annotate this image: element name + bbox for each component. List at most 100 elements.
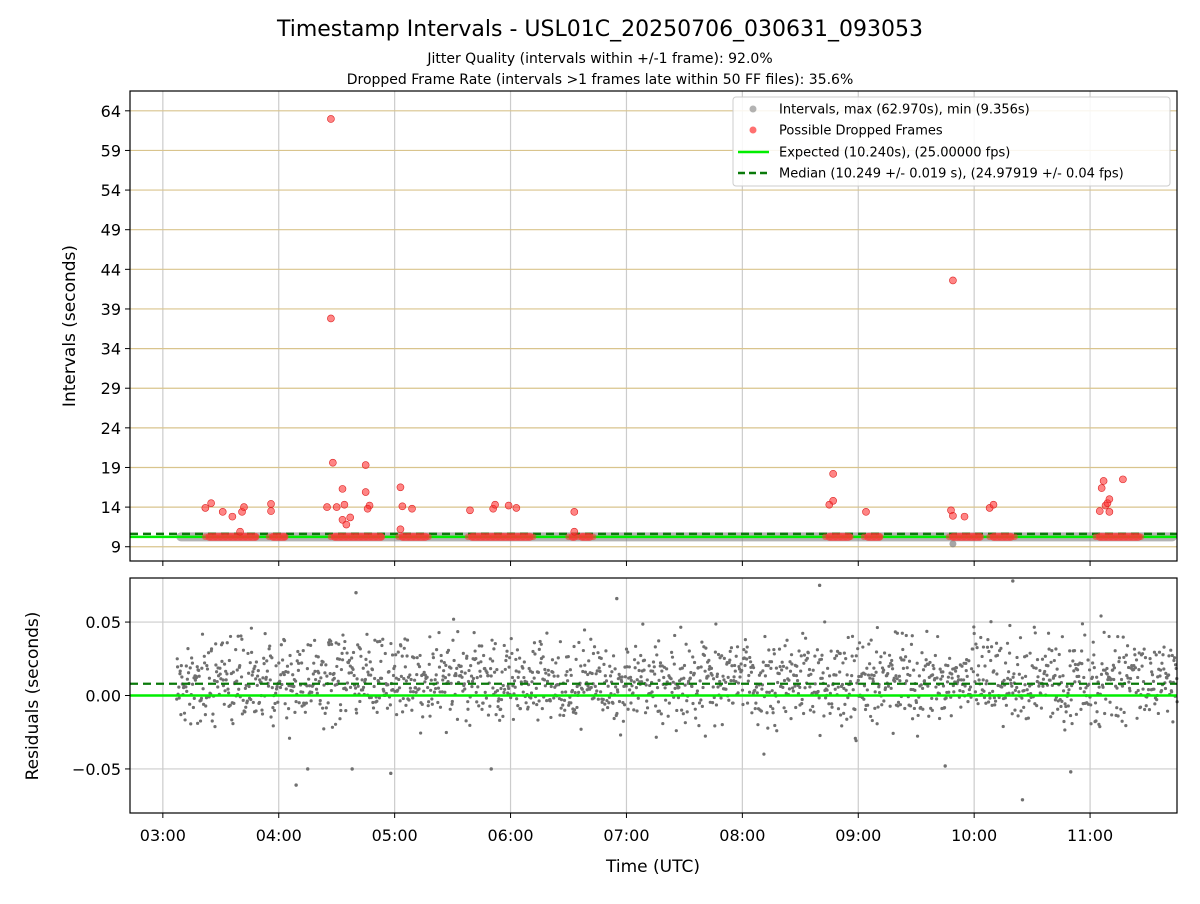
residual-point <box>545 699 549 703</box>
residual-point <box>850 634 855 638</box>
residual-point <box>1167 654 1171 658</box>
residual-point <box>1094 719 1098 723</box>
residual-point <box>202 654 206 658</box>
residual-point <box>456 629 460 634</box>
residual-point <box>745 701 750 705</box>
residual-point <box>610 670 614 674</box>
residual-point <box>518 656 522 660</box>
residual-point <box>780 668 784 672</box>
residual-point <box>579 664 583 668</box>
residual-point <box>713 650 717 654</box>
residual-point <box>1120 684 1125 688</box>
dropped-frame-point <box>514 533 522 541</box>
residual-point <box>766 664 770 668</box>
residual-point <box>1007 670 1011 674</box>
residual-point <box>1157 650 1162 654</box>
residual-point <box>566 655 570 659</box>
residual-point <box>1053 698 1058 702</box>
residual-point <box>600 700 604 704</box>
residual-point <box>877 690 882 695</box>
residual-point <box>1069 698 1073 702</box>
residual-point <box>630 684 634 688</box>
dropped-frame-point <box>970 533 978 541</box>
residual-point <box>570 688 575 693</box>
residual-point <box>1105 672 1109 676</box>
residual-point <box>607 701 611 705</box>
residual-point <box>1070 721 1074 726</box>
residual-point <box>581 648 585 653</box>
residual-point <box>989 645 994 649</box>
dropped-frame-point <box>222 533 229 541</box>
residual-point <box>423 680 427 684</box>
dropped-frame-outlier <box>989 500 998 509</box>
dropped-frame-point <box>524 533 532 541</box>
residual-point <box>856 647 860 651</box>
dropped-frame-point <box>1097 533 1105 541</box>
residual-point <box>414 690 418 694</box>
residual-point <box>433 678 437 682</box>
residual-point <box>679 677 683 681</box>
residual-point <box>1052 658 1056 663</box>
residual-point <box>767 690 771 694</box>
residual-point <box>770 689 774 693</box>
dropped-frame-point <box>270 533 278 541</box>
residual-point <box>891 731 895 735</box>
bottom-marks <box>130 579 1179 802</box>
residual-point <box>1155 698 1159 702</box>
residual-point <box>735 645 740 649</box>
dropped-frame-point <box>372 533 380 541</box>
residual-point <box>966 700 970 704</box>
dropped-frame-outlier <box>228 512 237 521</box>
residual-point <box>379 659 383 663</box>
bottom-y-tick-label: −0.05 <box>72 760 121 779</box>
residual-point <box>261 676 265 680</box>
dropped-frame-point <box>1122 533 1130 541</box>
residual-point <box>450 699 454 704</box>
residual-point <box>670 650 674 654</box>
residual-point <box>804 636 808 640</box>
residual-point <box>1142 707 1147 712</box>
residual-point <box>358 699 362 704</box>
residual-point <box>514 657 518 662</box>
residual-point <box>1025 688 1029 692</box>
residual-point <box>569 701 573 705</box>
residual-point <box>254 660 259 664</box>
residual-point <box>575 684 579 689</box>
residual-point <box>1091 661 1095 665</box>
top-y-tick-label: 59 <box>101 141 121 160</box>
residual-point <box>415 656 419 660</box>
residual-point <box>744 650 748 654</box>
dropped-frame-outlier <box>236 527 244 536</box>
residual-point <box>546 668 550 672</box>
residual-point <box>265 659 269 663</box>
residual-point <box>509 696 513 700</box>
residual-point <box>364 657 368 662</box>
dropped-frame-point <box>415 533 422 541</box>
residual-point <box>1084 686 1088 690</box>
residual-point <box>321 660 325 664</box>
residual-point <box>1075 668 1080 672</box>
residual-point <box>480 644 484 648</box>
residual-point <box>347 658 352 662</box>
dropped-frame-outlier <box>338 485 347 493</box>
residual-point <box>597 666 601 670</box>
dropped-frame-point <box>960 533 968 541</box>
residual-point <box>895 631 899 635</box>
residual-point <box>431 656 436 660</box>
residual-point <box>729 679 733 683</box>
legend: Intervals, max (62.970s), min (9.356s)Po… <box>732 96 1171 187</box>
residual-point <box>563 708 567 712</box>
residual-point <box>378 639 382 643</box>
residual-point <box>430 697 434 701</box>
residual-point <box>388 703 392 707</box>
residual-point <box>883 686 888 690</box>
residual-point <box>737 664 741 669</box>
residual-point <box>852 659 856 663</box>
residual-point <box>510 675 515 680</box>
residual-point <box>1126 665 1131 670</box>
residual-point <box>304 701 308 705</box>
residual-point <box>629 678 633 682</box>
residual-point <box>464 719 468 723</box>
residual-point <box>568 668 572 672</box>
residual-point <box>788 669 793 673</box>
